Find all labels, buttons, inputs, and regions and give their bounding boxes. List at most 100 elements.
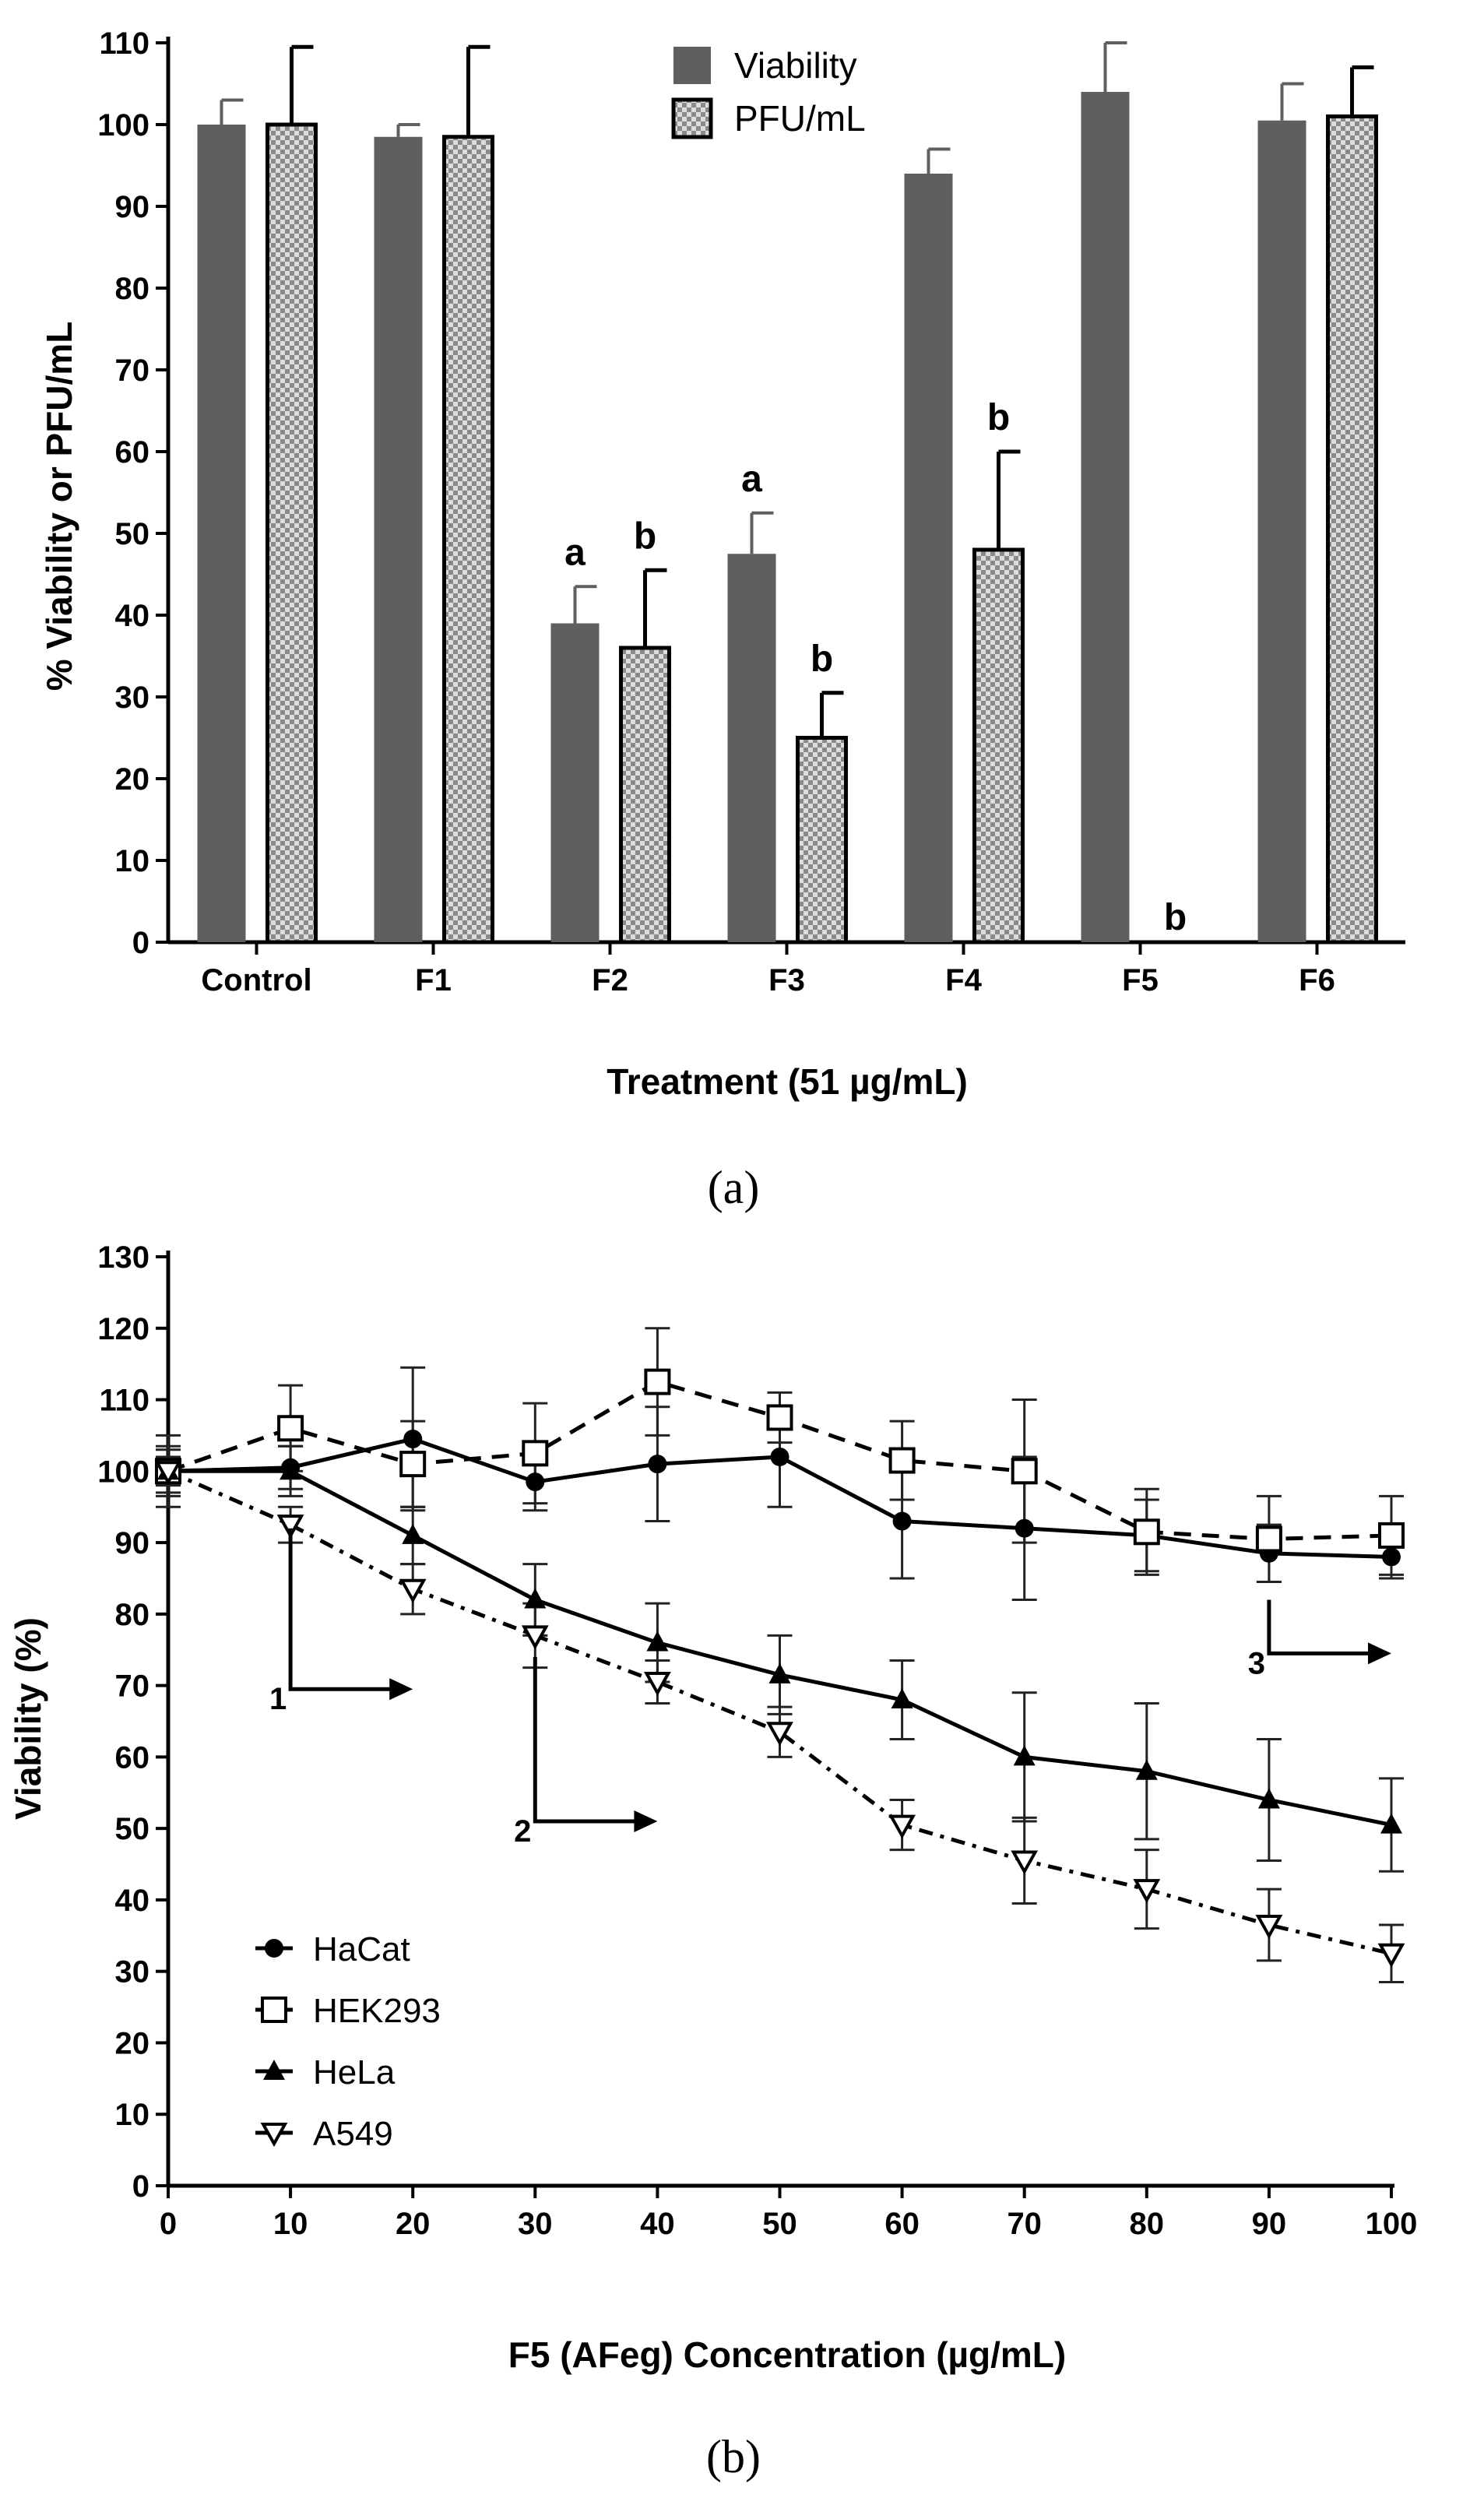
y-tick-label: 80 [115,272,150,306]
data-point-hacat [892,1511,912,1531]
x-tick-label: 90 [1252,2207,1287,2241]
panel-a-axes: 0 10 20 30 40 50 60 70 80 90 100 110 Control F1 F2 F3 F4… [97,26,1405,997]
bar-viability [727,554,776,942]
y-tick-label: 130 [97,1240,149,1275]
annotation-arrowhead [1368,1642,1391,1665]
y-tick-label: 0 [132,926,149,960]
data-point-a549 [643,1672,671,1697]
series-line-a549 [167,1469,1392,1956]
data-point-hela [1013,1745,1036,1766]
y-tick-label: 50 [115,1812,150,1846]
y-tick-label: 30 [115,1955,150,1990]
bar-pfu [796,736,848,945]
y-tick-label: 110 [99,1384,149,1418]
y-tick-label: 120 [97,1312,149,1346]
x-tick-label: 70 [1007,2207,1042,2241]
annotation-arrow-line [533,1656,638,1824]
significance-label: a [741,459,762,500]
legend-label-hela: HeLa [313,2053,396,2092]
x-tick-label: 20 [396,2207,431,2241]
data-point-a549 [1377,1943,1405,1968]
significance-label: b [634,515,656,557]
data-point-hek293 [1378,1522,1405,1549]
bar-pfu [619,646,671,945]
data-point-a549 [1255,1915,1283,1940]
x-tick-label: Control [201,963,311,997]
bar-viability [550,623,600,942]
data-point-hela [524,1588,547,1609]
y-tick-label: 70 [115,354,150,388]
y-tick-label: 20 [115,762,150,797]
annotation-number: 2 [514,1814,531,1849]
data-point-hela [1135,1759,1158,1780]
data-point-a549 [276,1515,304,1539]
annotation-arrow-line [1267,1599,1371,1655]
y-tick-label: 10 [115,2098,150,2132]
data-point-hacat [403,1430,423,1449]
y-tick-label: 20 [115,2026,150,2060]
x-tick-label: F2 [592,963,628,997]
bar-chart-panel-a: 0 10 20 30 40 50 60 70 80 90 100 110 Control F1 F2 F3 F4… [39,26,1405,1102]
data-point-a549 [154,1461,182,1486]
data-point-hek293 [522,1440,549,1467]
y-tick-label: 40 [115,599,150,633]
y-tick-label: 100 [97,1455,149,1489]
legend-marker-hacat [265,1939,283,1958]
annotation-number: 3 [1248,1646,1265,1680]
x-tick-label: 60 [884,2207,920,2241]
x-tick-label: 50 [762,2207,797,2241]
panel-b-series [154,1327,1405,1983]
data-point-hacat [1015,1518,1034,1538]
panel-b-legend: HaCat HEK293 HeLa A549 [255,1930,441,2153]
y-tick-label: 70 [115,1669,150,1704]
x-tick-label: 80 [1130,2207,1165,2241]
y-tick-label: 90 [115,1526,150,1560]
x-tick-label: 10 [273,2207,308,2241]
significance-label: a [564,532,586,573]
panel-b-axes: 0 10 20 30 40 50 60 70 80 90 100 110 120 130 0 10 20 30 40… [97,1240,1417,2241]
annotation-arrowhead [634,1810,658,1832]
y-tick-label: 0 [132,2169,149,2204]
annotation-arrow-line [288,1528,393,1691]
data-point-hacat [648,1455,667,1474]
bar-pfu [972,547,1025,945]
y-tick-label: 60 [115,435,150,470]
bar-viability [197,125,246,942]
y-tick-label: 60 [115,1740,150,1775]
data-point-hela [280,1459,302,1480]
y-tick-label: 80 [115,1598,150,1632]
panel-a-bars: a b a b b b [197,41,1378,945]
data-point-a549 [888,1814,916,1839]
legend-label-pfu: PFU/mL [734,98,866,139]
legend-swatch-pfu [671,97,713,139]
data-point-a549 [399,1578,427,1603]
legend-label-viability: Viability [734,45,857,86]
bar-viability [374,136,423,942]
bar-pfu [266,122,318,945]
panel-a-legend: Viability PFU/mL [671,45,866,139]
x-tick-label: F1 [415,963,452,997]
data-point-hek293 [766,1404,793,1431]
bar-viability [1081,92,1130,942]
x-tick-label: F6 [1299,963,1335,997]
data-point-a549 [521,1625,549,1650]
data-point-hek293 [1133,1518,1160,1546]
data-point-hela [1380,1813,1402,1834]
data-point-hela [646,1631,669,1652]
data-point-hek293 [1011,1458,1038,1485]
data-point-a549 [766,1722,793,1747]
legend-label-a549: A549 [313,2115,393,2153]
data-point-hek293 [1255,1525,1282,1553]
bar-pfu [442,135,494,945]
data-point-hek293 [277,1415,304,1442]
y-tick-label: 110 [99,26,149,61]
x-tick-label: 30 [518,2207,553,2241]
significance-label: b [987,397,1010,438]
x-tick-label: F3 [768,963,805,997]
data-point-hela [1257,1788,1280,1809]
x-tick-label: 40 [640,2207,675,2241]
panel-b-label: (b) [706,2431,761,2482]
y-tick-label: 40 [115,1884,150,1918]
x-tick-label: 100 [1366,2207,1418,2241]
x-tick-label: F5 [1122,963,1159,997]
